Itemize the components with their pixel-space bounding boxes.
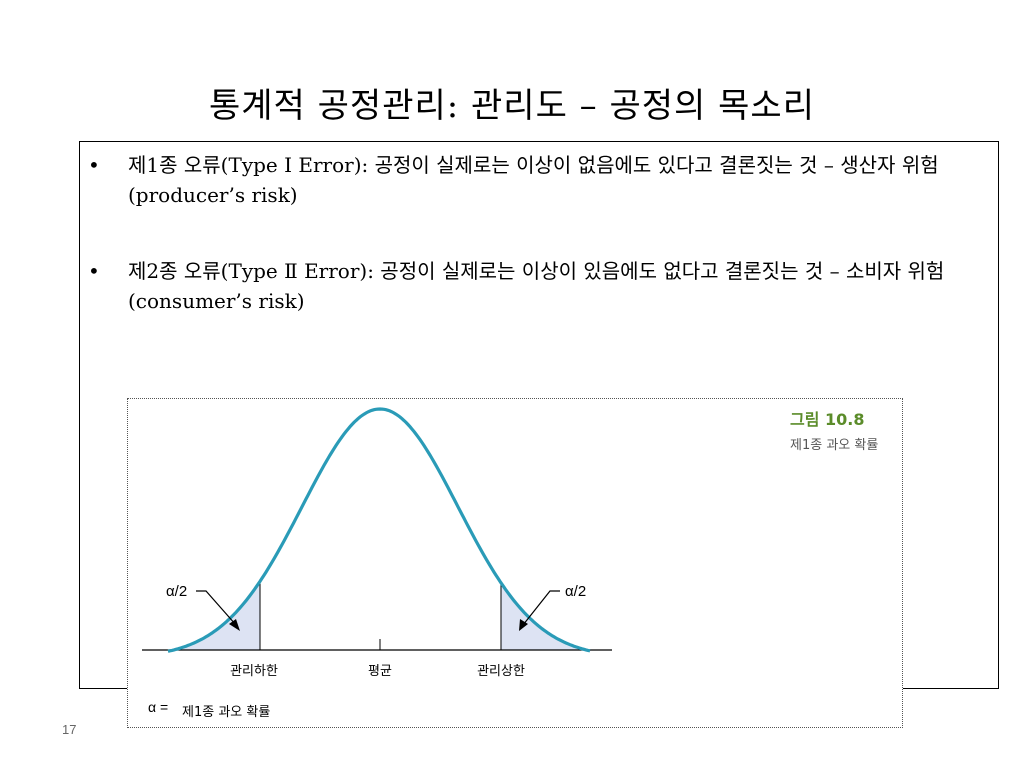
legend-text: 제1종 과오 확률 bbox=[182, 705, 270, 720]
normal-curve bbox=[167, 407, 591, 653]
bullet-type-one-error: • 제1종 오류(Type Ⅰ Error): 공정이 실제로는 이상이 없음에… bbox=[88, 150, 978, 210]
right-arrow bbox=[522, 590, 560, 626]
right-tail-label: α/2 bbox=[565, 583, 586, 600]
figure-caption: 제1종 과오 확률 bbox=[790, 438, 878, 453]
bullet-text: 제2종 오류(Type Ⅱ Error): 공정이 실제로는 이상이 있음에도 … bbox=[128, 259, 945, 313]
legend-prefix: α = bbox=[148, 699, 168, 715]
left-arrowhead bbox=[229, 619, 240, 631]
right-tail-region bbox=[501, 582, 591, 652]
content-box: • 제1종 오류(Type Ⅰ Error): 공정이 실제로는 이상이 없음에… bbox=[79, 141, 999, 689]
page-number: 17 bbox=[62, 722, 77, 737]
ucl-label: 관리상한 bbox=[477, 664, 525, 679]
lcl-label: 관리하한 bbox=[230, 664, 278, 679]
bullet-marker: • bbox=[88, 153, 100, 177]
normal-distribution-figure: α/2 α/2 관리하한 평균 관리상한 그림 10.8 제1종 과오 확률 α… bbox=[127, 398, 903, 728]
bullet-marker: • bbox=[88, 259, 100, 283]
figure-number: 그림 10.8 bbox=[790, 410, 865, 429]
slide-title: 통계적 공정관리: 관리도 – 공정의 목소리 bbox=[209, 86, 815, 126]
left-tail-region bbox=[168, 581, 260, 652]
bullet-type-two-error: • 제2종 오류(Type Ⅱ Error): 공정이 실제로는 이상이 있음에… bbox=[88, 256, 978, 316]
left-arrow bbox=[196, 590, 237, 626]
left-tail-label: α/2 bbox=[166, 583, 187, 600]
normal-curve-diagram: α/2 α/2 관리하한 평균 관리상한 그림 10.8 제1종 과오 확률 α… bbox=[142, 407, 878, 720]
mean-label: 평균 bbox=[368, 664, 392, 679]
right-arrowhead bbox=[519, 619, 528, 631]
bullet-text: 제1종 오류(Type Ⅰ Error): 공정이 실제로는 이상이 없음에도 … bbox=[128, 153, 939, 207]
